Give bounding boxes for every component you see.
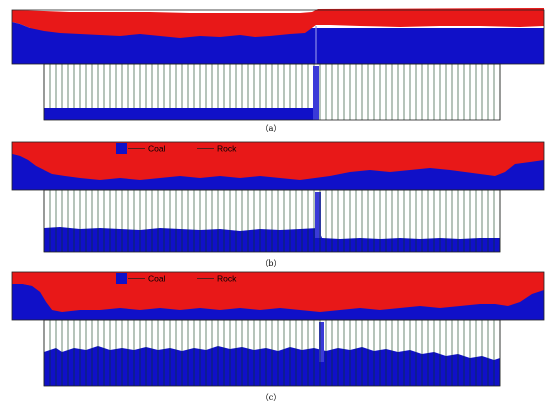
panel-c-frame (11, 271, 545, 387)
panel-b-label: （b） (260, 259, 281, 268)
panel-a-label: （a） (261, 124, 282, 133)
panel-c-coal-seam (12, 272, 544, 320)
panel-b-frame (11, 141, 545, 253)
panel-a-frame (11, 9, 545, 121)
rock-swatch (185, 273, 196, 284)
panel-a-caved-coal (44, 66, 319, 120)
panel-b-coal-seam (12, 142, 544, 190)
coal-legend-label: Coal (148, 144, 166, 154)
rock-swatch (185, 143, 196, 154)
panel-a: （a） (11, 8, 545, 133)
coal-swatch (116, 143, 127, 154)
rock-legend-label: Rock (217, 144, 237, 154)
coal-legend-label: Coal (148, 274, 166, 284)
coal-swatch (116, 273, 127, 284)
rock-legend-label: Rock (217, 274, 237, 284)
panel-c-legend: Coal Rock (116, 273, 237, 284)
panel-c: Coal Rock （c） (11, 271, 545, 402)
panel-a-coal-seam (12, 8, 544, 64)
panel-c-label: （c） (261, 393, 281, 402)
panel-b-legend: Coal Rock (116, 143, 237, 154)
panel-b: Coal Rock （b） (11, 141, 545, 268)
